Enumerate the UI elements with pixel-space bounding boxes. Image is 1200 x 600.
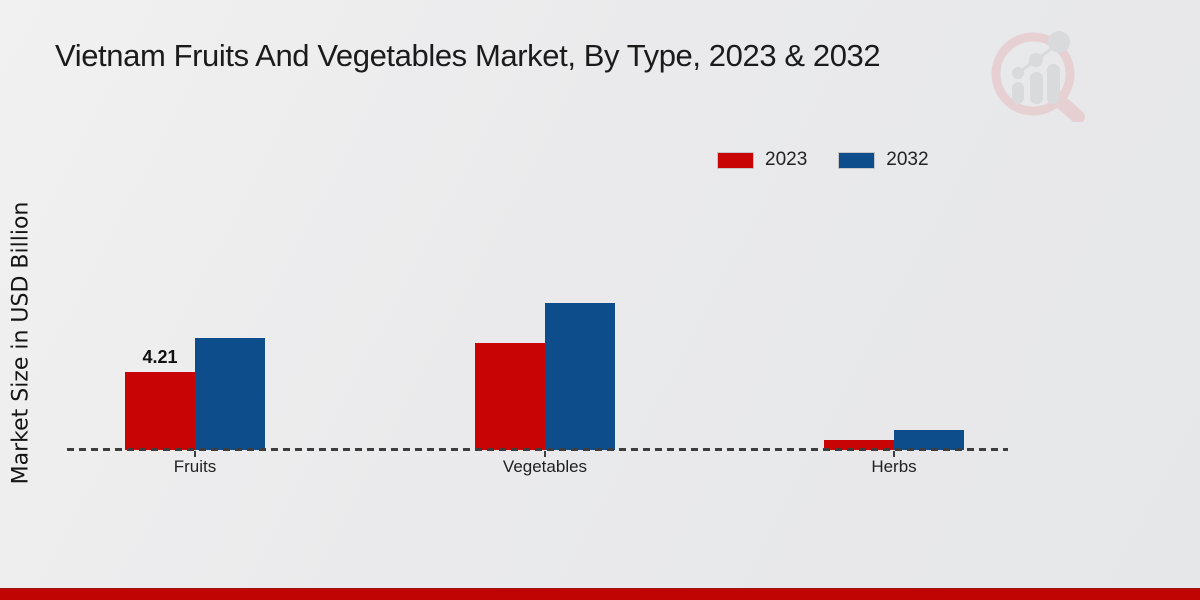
x-tick-label-vegetables: Vegetables <box>502 457 588 476</box>
bar-vegetables-2023 <box>475 343 545 450</box>
x-tick-vegetables <box>544 451 546 457</box>
x-tick-label-herbs: Herbs <box>871 457 917 476</box>
magnifier-barchart-icon <box>991 31 1085 124</box>
legend-swatch-2032 <box>839 152 875 168</box>
mrfr-logo-watermark <box>985 26 1095 124</box>
bar-fruits-2032 <box>195 338 265 450</box>
legend: 2023 2032 <box>718 149 929 171</box>
x-tick-label-fruits: Fruits <box>173 457 217 476</box>
bar-herbs-2032 <box>894 430 964 450</box>
bar-fruits-2023 <box>125 372 195 450</box>
legend-label-2032: 2032 <box>886 149 929 170</box>
x-axis-baseline <box>67 448 1008 451</box>
legend-item-2023: 2023 <box>718 149 807 171</box>
bar-value-label: 4.21 <box>142 347 178 367</box>
bar-vegetables-2032 <box>545 303 615 450</box>
brand-footer-bar <box>0 588 1200 600</box>
legend-label-2023: 2023 <box>765 149 808 170</box>
x-tick-herbs <box>893 451 895 457</box>
chart-title: Vietnam Fruits And Vegetables Market, By… <box>55 38 881 73</box>
legend-item-2032: 2032 <box>839 149 929 171</box>
bar-herbs-2023 <box>824 440 894 450</box>
x-tick-fruits <box>194 451 196 457</box>
legend-swatch-2023 <box>718 152 753 168</box>
